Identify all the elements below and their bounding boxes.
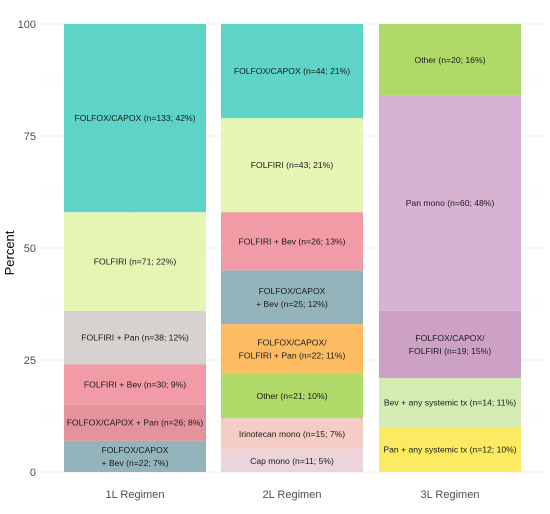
bar-segment [379,24,521,96]
bar-3: Pan + any systemic tx (n=12; 10%) Bev + a… [379,24,521,472]
segment-label: Other (n=20; 16%) [415,55,486,65]
y-tick-label: 50 [24,243,36,255]
segment-label: FOLFOX/CAPOX + Bev (n=22; 7%) [102,445,169,468]
y-axis-label: Percent [2,230,17,275]
y-axis: 0 25 50 75 100 [18,19,36,479]
x-tick-label: 2L Regimen [263,489,322,501]
bar-segment [221,212,363,271]
segment-label: FOLFOX/CAPOX (n=44; 21%) [234,66,350,76]
segment-label: Pan + any systemic tx (n=12; 10%) [383,445,516,455]
segment-label: FOLFOX/CAPOX + Bev (n=25; 12%) [256,286,328,309]
y-tick-label: 0 [30,467,36,479]
bar-segment [64,24,206,213]
y-tick-label: 75 [24,131,36,143]
segment-label: FOLFIRI (n=43; 21%) [251,160,334,170]
bar-segment [221,418,363,450]
segment-label: FOLFOX/CAPOX + Pan (n=26; 8%) [67,418,204,428]
bar-segment [221,24,363,119]
bar-segment [379,377,521,428]
segment-label: Cap mono (n=11; 5%) [250,456,334,466]
x-tick-label: 1L Regimen [106,489,165,501]
bar-segment [64,310,206,365]
segment-label: FOLFOX/CAPOX/FOLFIRI + Pan (n=22; 11%) [239,337,346,360]
bars: FOLFOX/CAPOX + Bev (n=22; 7%) FOLFOX/CAPOX… [64,24,521,472]
x-axis: 1L Regimen 2L Regimen 3L Regimen [106,489,480,501]
segment-label: Pan mono (n=60; 48%) [406,198,495,208]
bar-segment [221,449,363,472]
segment-label: Other (n=21; 10%) [257,391,328,401]
y-tick-label: 100 [18,19,36,31]
bar-segment [221,118,363,213]
bar-segment [64,212,206,311]
y-tick-label: 25 [24,355,36,367]
bar-segment [221,324,363,374]
segment-label: Irinotecan mono (n=15; 7%) [239,429,345,439]
segment-label: FOLFOX/CAPOX (n=133; 42%) [74,113,195,123]
bar-1: FOLFOX/CAPOX + Bev (n=22; 7%) FOLFOX/CAPOX… [64,24,206,472]
x-tick-label: 3L Regimen [421,489,480,501]
bar-segment [64,440,206,472]
bar-2: Cap mono (n=11; 5%) Irinotecan mono (n=15… [221,24,363,472]
segment-label: FOLFIRI + Bev (n=30; 9%) [84,380,186,390]
segment-label: FOLFIRI + Pan (n=38; 12%) [81,333,189,343]
bar-segment [64,404,206,441]
bar-segment [379,95,521,311]
bar-segment [379,427,521,472]
bar-segment [379,310,521,378]
segment-label: FOLFIRI (n=71; 22%) [94,256,177,266]
bar-segment [221,373,363,419]
segment-label: FOLFOX/CAPOX/FOLFIRI (n=19; 15%) [409,333,492,356]
bar-segment [221,270,363,325]
segment-label: FOLFIRI + Bev (n=26; 13%) [239,236,346,246]
segment-label: Bev + any systemic tx (n=14; 11%) [384,398,516,408]
bar-segment [64,364,206,405]
